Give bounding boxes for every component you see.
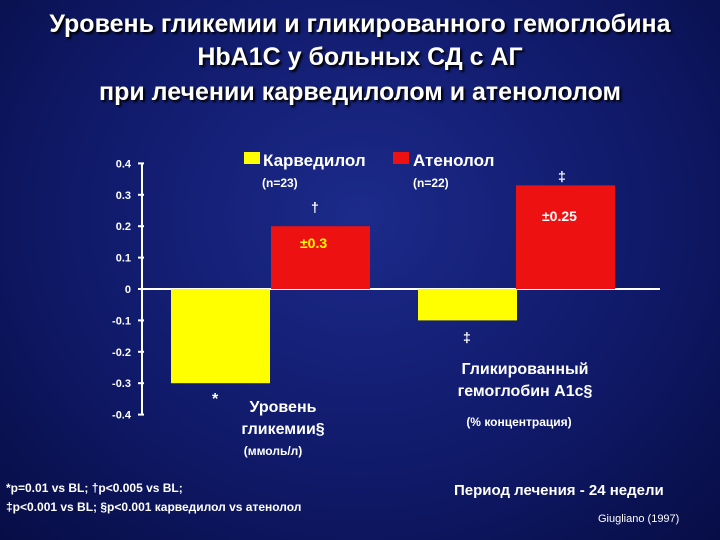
title-line-3: при лечении карведилолом и атенололом — [98, 78, 622, 106]
error-label-glyc-atenolol: ±0.3 — [300, 235, 327, 251]
category-unit-glycemia: (ммоль/л) — [244, 444, 303, 458]
error-label-glyc-carvedilol: ±0.5 — [204, 348, 231, 364]
treatment-period: Период лечения - 24 недели — [454, 482, 664, 499]
title-line-1: Уровень гликемии и гликированного гемогл… — [49, 10, 671, 38]
bar-atenolol-1 — [516, 185, 615, 289]
footnote-line-1: *p=0.01 vs BL; †p<0.005 vs BL; — [6, 481, 183, 495]
legend-label-carvedilol: Карведилол — [263, 151, 366, 170]
citation: Giugliano (1997) — [598, 513, 680, 525]
y-tick-label: -0.3 — [112, 378, 131, 390]
y-tick-label: -0.2 — [112, 347, 131, 359]
error-label-hba1c-atenolol: ±0.25 — [542, 208, 577, 224]
significance-dagger: † — [311, 199, 319, 215]
bar-carvedilol-1 — [418, 289, 517, 321]
legend-n-atenolol: (n=22) — [413, 176, 449, 190]
significance-star: * — [212, 391, 219, 408]
category-unit-hba1c: (% концентрация) — [466, 415, 571, 429]
category-label-hba1c-line2: гемоглобин A1c§ — [458, 383, 593, 400]
category-label-glycemia-line2: гликемии§ — [241, 421, 324, 438]
title-line-2: HbA1C у больных СД с АГ — [197, 43, 523, 71]
y-tick-label: 0.4 — [116, 158, 132, 170]
category-label-hba1c-line1: Гликированный — [461, 361, 588, 378]
bar-atenolol-0 — [271, 226, 370, 289]
y-tick-label: -0.1 — [112, 315, 131, 327]
category-label-glycemia-line1: Уровень — [250, 399, 317, 416]
legend-swatch-carvedilol — [244, 152, 260, 164]
y-tick-label: 0.2 — [116, 221, 131, 233]
y-tick-label: 0.1 — [116, 253, 131, 265]
legend-label-atenolol: Атенолол — [413, 151, 494, 170]
legend-swatch-atenolol — [393, 152, 409, 164]
legend-n-carvedilol: (n=23) — [262, 176, 298, 190]
footnote-line-2: ‡p<0.001 vs BL; §p<0.001 карведилол vs а… — [6, 500, 302, 514]
bar-carvedilol-0 — [171, 289, 270, 384]
error-label-hba1c-carvedilol: ±0.1 — [449, 293, 476, 309]
y-tick-label: 0.3 — [116, 190, 131, 202]
y-tick-label: 0 — [125, 284, 131, 296]
significance-double-dagger-carvedilol: ‡ — [463, 329, 471, 345]
y-tick-label: -0.4 — [112, 410, 132, 422]
significance-double-dagger-atenolol: ‡ — [558, 168, 566, 184]
